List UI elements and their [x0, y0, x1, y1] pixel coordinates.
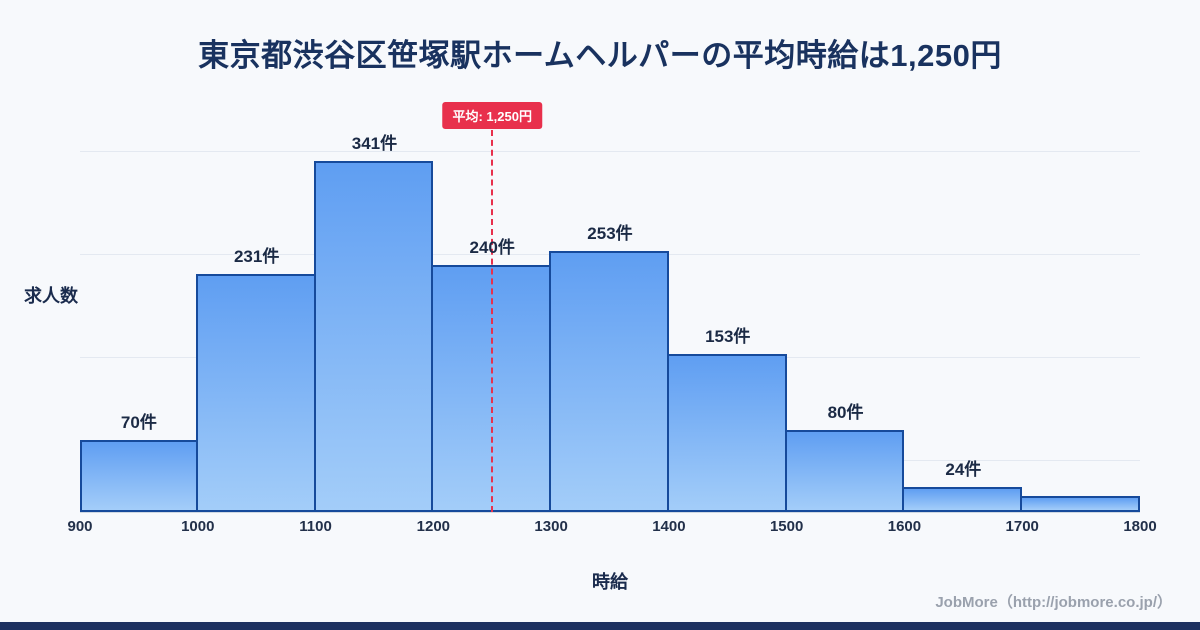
- x-tick-label: 1800: [1123, 518, 1157, 535]
- histogram-bar: [1020, 495, 1140, 512]
- histogram-bar: [313, 160, 434, 512]
- page-title: 東京都渋谷区笹塚駅ホームヘルパーの平均時給は1,250円: [198, 38, 1002, 73]
- bar-value-label: 80件: [827, 402, 864, 422]
- histogram-bar: [784, 429, 905, 512]
- histogram-bar: [666, 354, 787, 512]
- bar-value-label: 231件: [233, 247, 280, 267]
- footer-credit: JobMore（http://jobmore.co.jp/）: [935, 594, 1172, 611]
- x-axis-label: 時給: [592, 572, 628, 592]
- x-tick-label: 1500: [769, 518, 804, 535]
- bar-value-label: 240件: [469, 237, 515, 257]
- histogram-bar: [549, 251, 669, 512]
- bar-value-label: 70件: [120, 412, 157, 432]
- histogram-bar: [195, 274, 316, 512]
- bar-value-label: 24件: [945, 460, 982, 480]
- gridline: [80, 150, 1140, 152]
- x-tick-label: 1400: [652, 518, 686, 535]
- histogram-plot-area: 70件 231件 341件 240件 253件 153件 80件 24件 900 1000 1100…: [67, 100, 1157, 535]
- average-badge: 平均: 1,250円: [442, 102, 542, 129]
- bar-value-label: 253件: [587, 224, 633, 244]
- average-line: [491, 130, 494, 512]
- x-tick-label: 1300: [534, 518, 568, 535]
- bottom-accent-strip: [0, 622, 1200, 630]
- x-tick-label: 1000: [181, 518, 215, 535]
- histogram-bar: [902, 487, 1023, 512]
- x-tick-label: 1700: [1005, 518, 1039, 535]
- x-tick-label: 1600: [887, 518, 922, 535]
- bar-value-label: 341件: [351, 133, 398, 153]
- x-tick-label: 1200: [416, 518, 451, 535]
- histogram-bar: [80, 439, 198, 512]
- bar-value-label: 153件: [705, 327, 751, 347]
- y-axis-label: 求人数: [24, 286, 78, 306]
- x-tick-label: 900: [67, 518, 93, 535]
- x-tick-label: 1100: [299, 518, 332, 535]
